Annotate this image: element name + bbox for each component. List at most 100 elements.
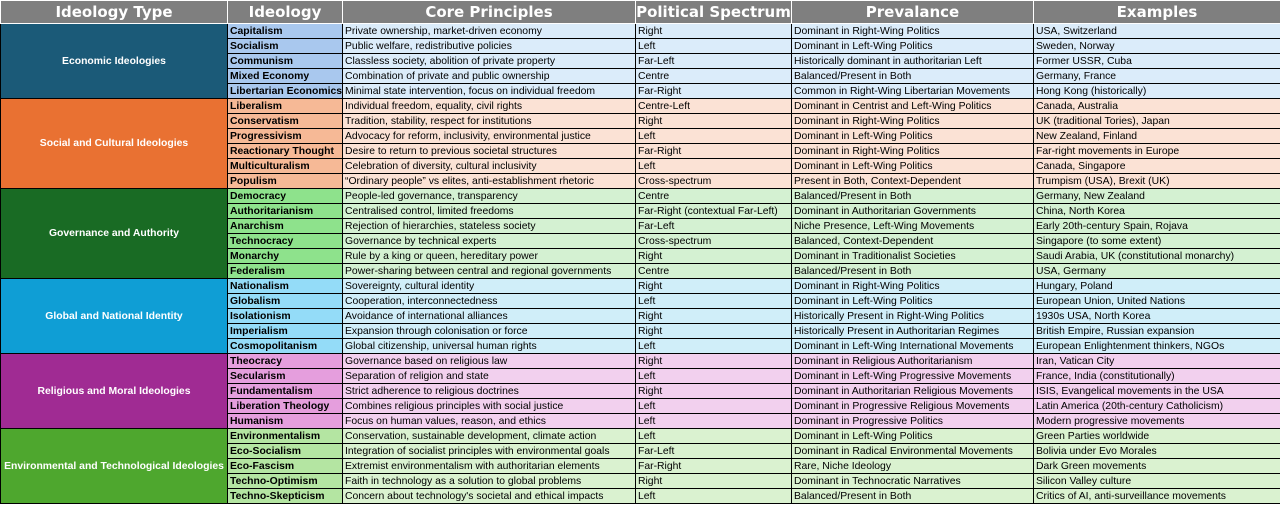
table-row: Governance and Authority Democracy People-… [0, 188, 1280, 279]
examples-cell: Canada, Singapore [1033, 158, 1280, 174]
examples-cell: European Enlightenment thinkers, NGOs [1033, 338, 1280, 354]
table-row: Mixed Economy Combination of private and … [1, 68, 1280, 84]
political-spectrum-cell: Right [635, 353, 792, 369]
examples-cell: China, North Korea [1033, 203, 1280, 219]
ideology-cell: Isolationism [227, 308, 343, 324]
core-principles-cell: Governance by technical experts [342, 233, 636, 249]
examples-cell: Green Parties worldwide [1033, 428, 1280, 444]
table-row: Reactionary Thought Desire to return to p… [1, 143, 1280, 159]
prevalance-cell: Balanced/Present in Both [791, 488, 1034, 504]
core-principles-cell: Celebration of diversity, cultural inclu… [342, 158, 636, 174]
table-row: Liberation Theology Combines religious pr… [1, 398, 1280, 414]
political-spectrum-cell: Centre [635, 188, 792, 204]
core-principles-cell: Desire to return to previous societal st… [342, 143, 636, 159]
political-spectrum-cell: Left [635, 158, 792, 174]
table-row: Humanism Focus on human values, reason, a… [1, 413, 1280, 429]
examples-cell: Saudi Arabia, UK (constitutional monarch… [1033, 248, 1280, 264]
political-spectrum-cell: Far-Left [635, 218, 792, 234]
examples-cell: Latin America (20th-century Catholicism) [1033, 398, 1280, 414]
political-spectrum-cell: Far-Right [635, 83, 792, 99]
examples-cell: Bolivia under Evo Morales [1033, 443, 1280, 459]
examples-cell: Critics of AI, anti-surveillance movemen… [1033, 488, 1280, 504]
header-prevalance: Prevalance [791, 0, 1034, 24]
examples-cell: Germany, New Zealand [1033, 188, 1280, 204]
examples-cell: Former USSR, Cuba [1033, 53, 1280, 69]
table-row: Monarchy Rule by a king or queen, heredit… [1, 248, 1280, 264]
header-ideology: Ideology [227, 0, 343, 24]
political-spectrum-cell: Left [635, 38, 792, 54]
prevalance-cell: Dominant in Right-Wing Politics [791, 23, 1034, 39]
table-row: Anarchism Rejection of hierarchies, state… [1, 218, 1280, 234]
ideology-type-cell: Environmental and Technological Ideologi… [0, 428, 228, 504]
prevalance-cell: Historically dominant in authoritarian L… [791, 53, 1034, 69]
ideology-cell: Democracy [227, 188, 343, 204]
ideology-cell: Conservatism [227, 113, 343, 129]
ideology-cell: Communism [227, 53, 343, 69]
examples-cell: Canada, Australia [1033, 98, 1280, 114]
political-spectrum-cell: Right [635, 23, 792, 39]
table-row: Populism “Ordinary people” vs elites, ant… [1, 173, 1280, 189]
prevalance-cell: Dominant in Left-Wing International Move… [791, 338, 1034, 354]
political-spectrum-cell: Far-Left [635, 53, 792, 69]
prevalance-cell: Balanced, Context-Dependent [791, 233, 1034, 249]
table-row: Fundamentalism Strict adherence to religi… [1, 383, 1280, 399]
core-principles-cell: Private ownership, market-driven economy [342, 23, 636, 39]
ideology-cell: Multiculturalism [227, 158, 343, 174]
prevalance-cell: Dominant in Religious Authoritarianism [791, 353, 1034, 369]
core-principles-cell: Focus on human values, reason, and ethic… [342, 413, 636, 429]
prevalance-cell: Historically Present in Right-Wing Polit… [791, 308, 1034, 324]
core-principles-cell: Advocacy for reform, inclusivity, enviro… [342, 128, 636, 144]
core-principles-cell: Cooperation, interconnectedness [342, 293, 636, 309]
table-row: Conservatism Tradition, stability, respec… [1, 113, 1280, 129]
core-principles-cell: Tradition, stability, respect for instit… [342, 113, 636, 129]
prevalance-cell: Common in Right-Wing Libertarian Movemen… [791, 83, 1034, 99]
prevalance-cell: Rare, Niche Ideology [791, 458, 1034, 474]
examples-cell: Singapore (to some extent) [1033, 233, 1280, 249]
ideology-cell: Anarchism [227, 218, 343, 234]
political-spectrum-cell: Left [635, 413, 792, 429]
core-principles-cell: Governance based on religious law [342, 353, 636, 369]
examples-cell: USA, Germany [1033, 263, 1280, 279]
examples-cell: France, India (constitutionally) [1033, 368, 1280, 384]
prevalance-cell: Balanced/Present in Both [791, 68, 1034, 84]
core-principles-cell: Public welfare, redistributive policies [342, 38, 636, 54]
ideology-cell: Environmentalism [227, 428, 343, 444]
prevalance-cell: Balanced/Present in Both [791, 263, 1034, 279]
examples-cell: European Union, United Nations [1033, 293, 1280, 309]
table-row: Eco-Fascism Extremist environmentalism wi… [1, 458, 1280, 474]
table-row: Communism Classless society, abolition of… [1, 53, 1280, 69]
examples-cell: New Zealand, Finland [1033, 128, 1280, 144]
core-principles-cell: Minimal state intervention, focus on ind… [342, 83, 636, 99]
political-spectrum-cell: Left [635, 488, 792, 504]
political-spectrum-cell: Cross-spectrum [635, 173, 792, 189]
table-row: Cosmopolitanism Global citizenship, unive… [1, 338, 1280, 354]
header-ideology-type: Ideology Type [0, 0, 228, 24]
political-spectrum-cell: Centre [635, 263, 792, 279]
ideology-cell: Libertarian Economics [227, 83, 343, 99]
prevalance-cell: Historically Present in Authoritarian Re… [791, 323, 1034, 339]
core-principles-cell: Centralised control, limited freedoms [342, 203, 636, 219]
political-spectrum-cell: Right [635, 383, 792, 399]
ideology-cell: Capitalism [227, 23, 343, 39]
table-row: Libertarian Economics Minimal state inter… [1, 83, 1280, 99]
examples-cell: Germany, France [1033, 68, 1280, 84]
prevalance-cell: Dominant in Traditionalist Societies [791, 248, 1034, 264]
ideology-cell: Socialism [227, 38, 343, 54]
table-row: Social and Cultural Ideologies Liberalism… [0, 98, 1280, 189]
prevalance-cell: Dominant in Left-Wing Progressive Moveme… [791, 368, 1034, 384]
political-spectrum-cell: Right [635, 308, 792, 324]
political-spectrum-cell: Right [635, 113, 792, 129]
prevalance-cell: Dominant in Progressive Religious Moveme… [791, 398, 1034, 414]
examples-cell: 1930s USA, North Korea [1033, 308, 1280, 324]
prevalance-cell: Dominant in Authoritarian Governments [791, 203, 1034, 219]
examples-cell: ISIS, Evangelical movements in the USA [1033, 383, 1280, 399]
examples-cell: Far-right movements in Europe [1033, 143, 1280, 159]
ideology-cell: Techno-Skepticism [227, 488, 343, 504]
examples-cell: Silicon Valley culture [1033, 473, 1280, 489]
ideology-cell: Techno-Optimism [227, 473, 343, 489]
core-principles-cell: Individual freedom, equality, civil righ… [342, 98, 636, 114]
table-row: Global and National Identity Nationalism S… [0, 278, 1280, 354]
examples-cell: Hong Kong (historically) [1033, 83, 1280, 99]
prevalance-cell: Dominant in Left-Wing Politics [791, 158, 1034, 174]
ideology-cell: Globalism [227, 293, 343, 309]
